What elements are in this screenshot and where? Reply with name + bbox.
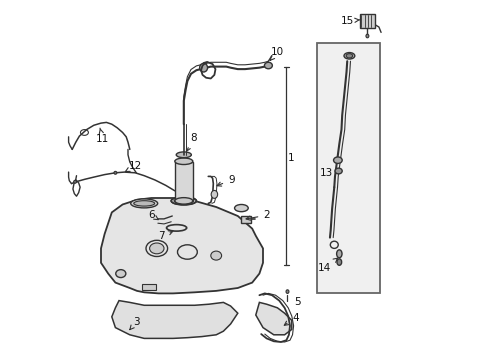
Text: 11: 11 xyxy=(96,128,109,144)
Ellipse shape xyxy=(175,158,193,165)
Ellipse shape xyxy=(235,204,248,212)
Text: 15: 15 xyxy=(341,16,360,26)
Text: 7: 7 xyxy=(158,231,173,241)
Ellipse shape xyxy=(286,290,289,293)
Ellipse shape xyxy=(114,171,117,174)
Ellipse shape xyxy=(335,168,342,174)
Ellipse shape xyxy=(74,180,76,183)
Text: 12: 12 xyxy=(125,161,142,172)
Text: 9: 9 xyxy=(217,175,235,186)
Ellipse shape xyxy=(171,197,196,205)
Text: 13: 13 xyxy=(320,168,333,178)
Ellipse shape xyxy=(149,243,164,254)
Text: 14: 14 xyxy=(318,258,338,273)
Ellipse shape xyxy=(334,157,342,163)
Text: 3: 3 xyxy=(130,317,140,330)
Polygon shape xyxy=(256,302,292,335)
Bar xyxy=(175,162,193,201)
Text: 5: 5 xyxy=(294,297,300,307)
Ellipse shape xyxy=(131,199,158,208)
Ellipse shape xyxy=(344,53,355,59)
Ellipse shape xyxy=(199,63,208,72)
Bar xyxy=(143,284,156,290)
Text: 8: 8 xyxy=(186,132,197,151)
Polygon shape xyxy=(101,198,263,293)
Bar xyxy=(242,216,251,223)
Bar xyxy=(317,43,380,293)
Polygon shape xyxy=(112,301,238,338)
Text: 4: 4 xyxy=(284,312,299,325)
Ellipse shape xyxy=(337,259,342,265)
Ellipse shape xyxy=(265,62,272,69)
Text: 2: 2 xyxy=(246,210,270,220)
Text: 10: 10 xyxy=(270,47,284,60)
Ellipse shape xyxy=(175,198,193,204)
Ellipse shape xyxy=(366,34,369,38)
Text: 1: 1 xyxy=(288,153,294,163)
Ellipse shape xyxy=(134,201,155,206)
Ellipse shape xyxy=(116,270,126,278)
Ellipse shape xyxy=(211,190,218,198)
Ellipse shape xyxy=(346,54,353,58)
Bar xyxy=(360,14,374,28)
Ellipse shape xyxy=(211,251,221,260)
Text: 6: 6 xyxy=(148,210,158,220)
Ellipse shape xyxy=(337,250,342,258)
Ellipse shape xyxy=(174,198,194,204)
Ellipse shape xyxy=(176,152,192,158)
